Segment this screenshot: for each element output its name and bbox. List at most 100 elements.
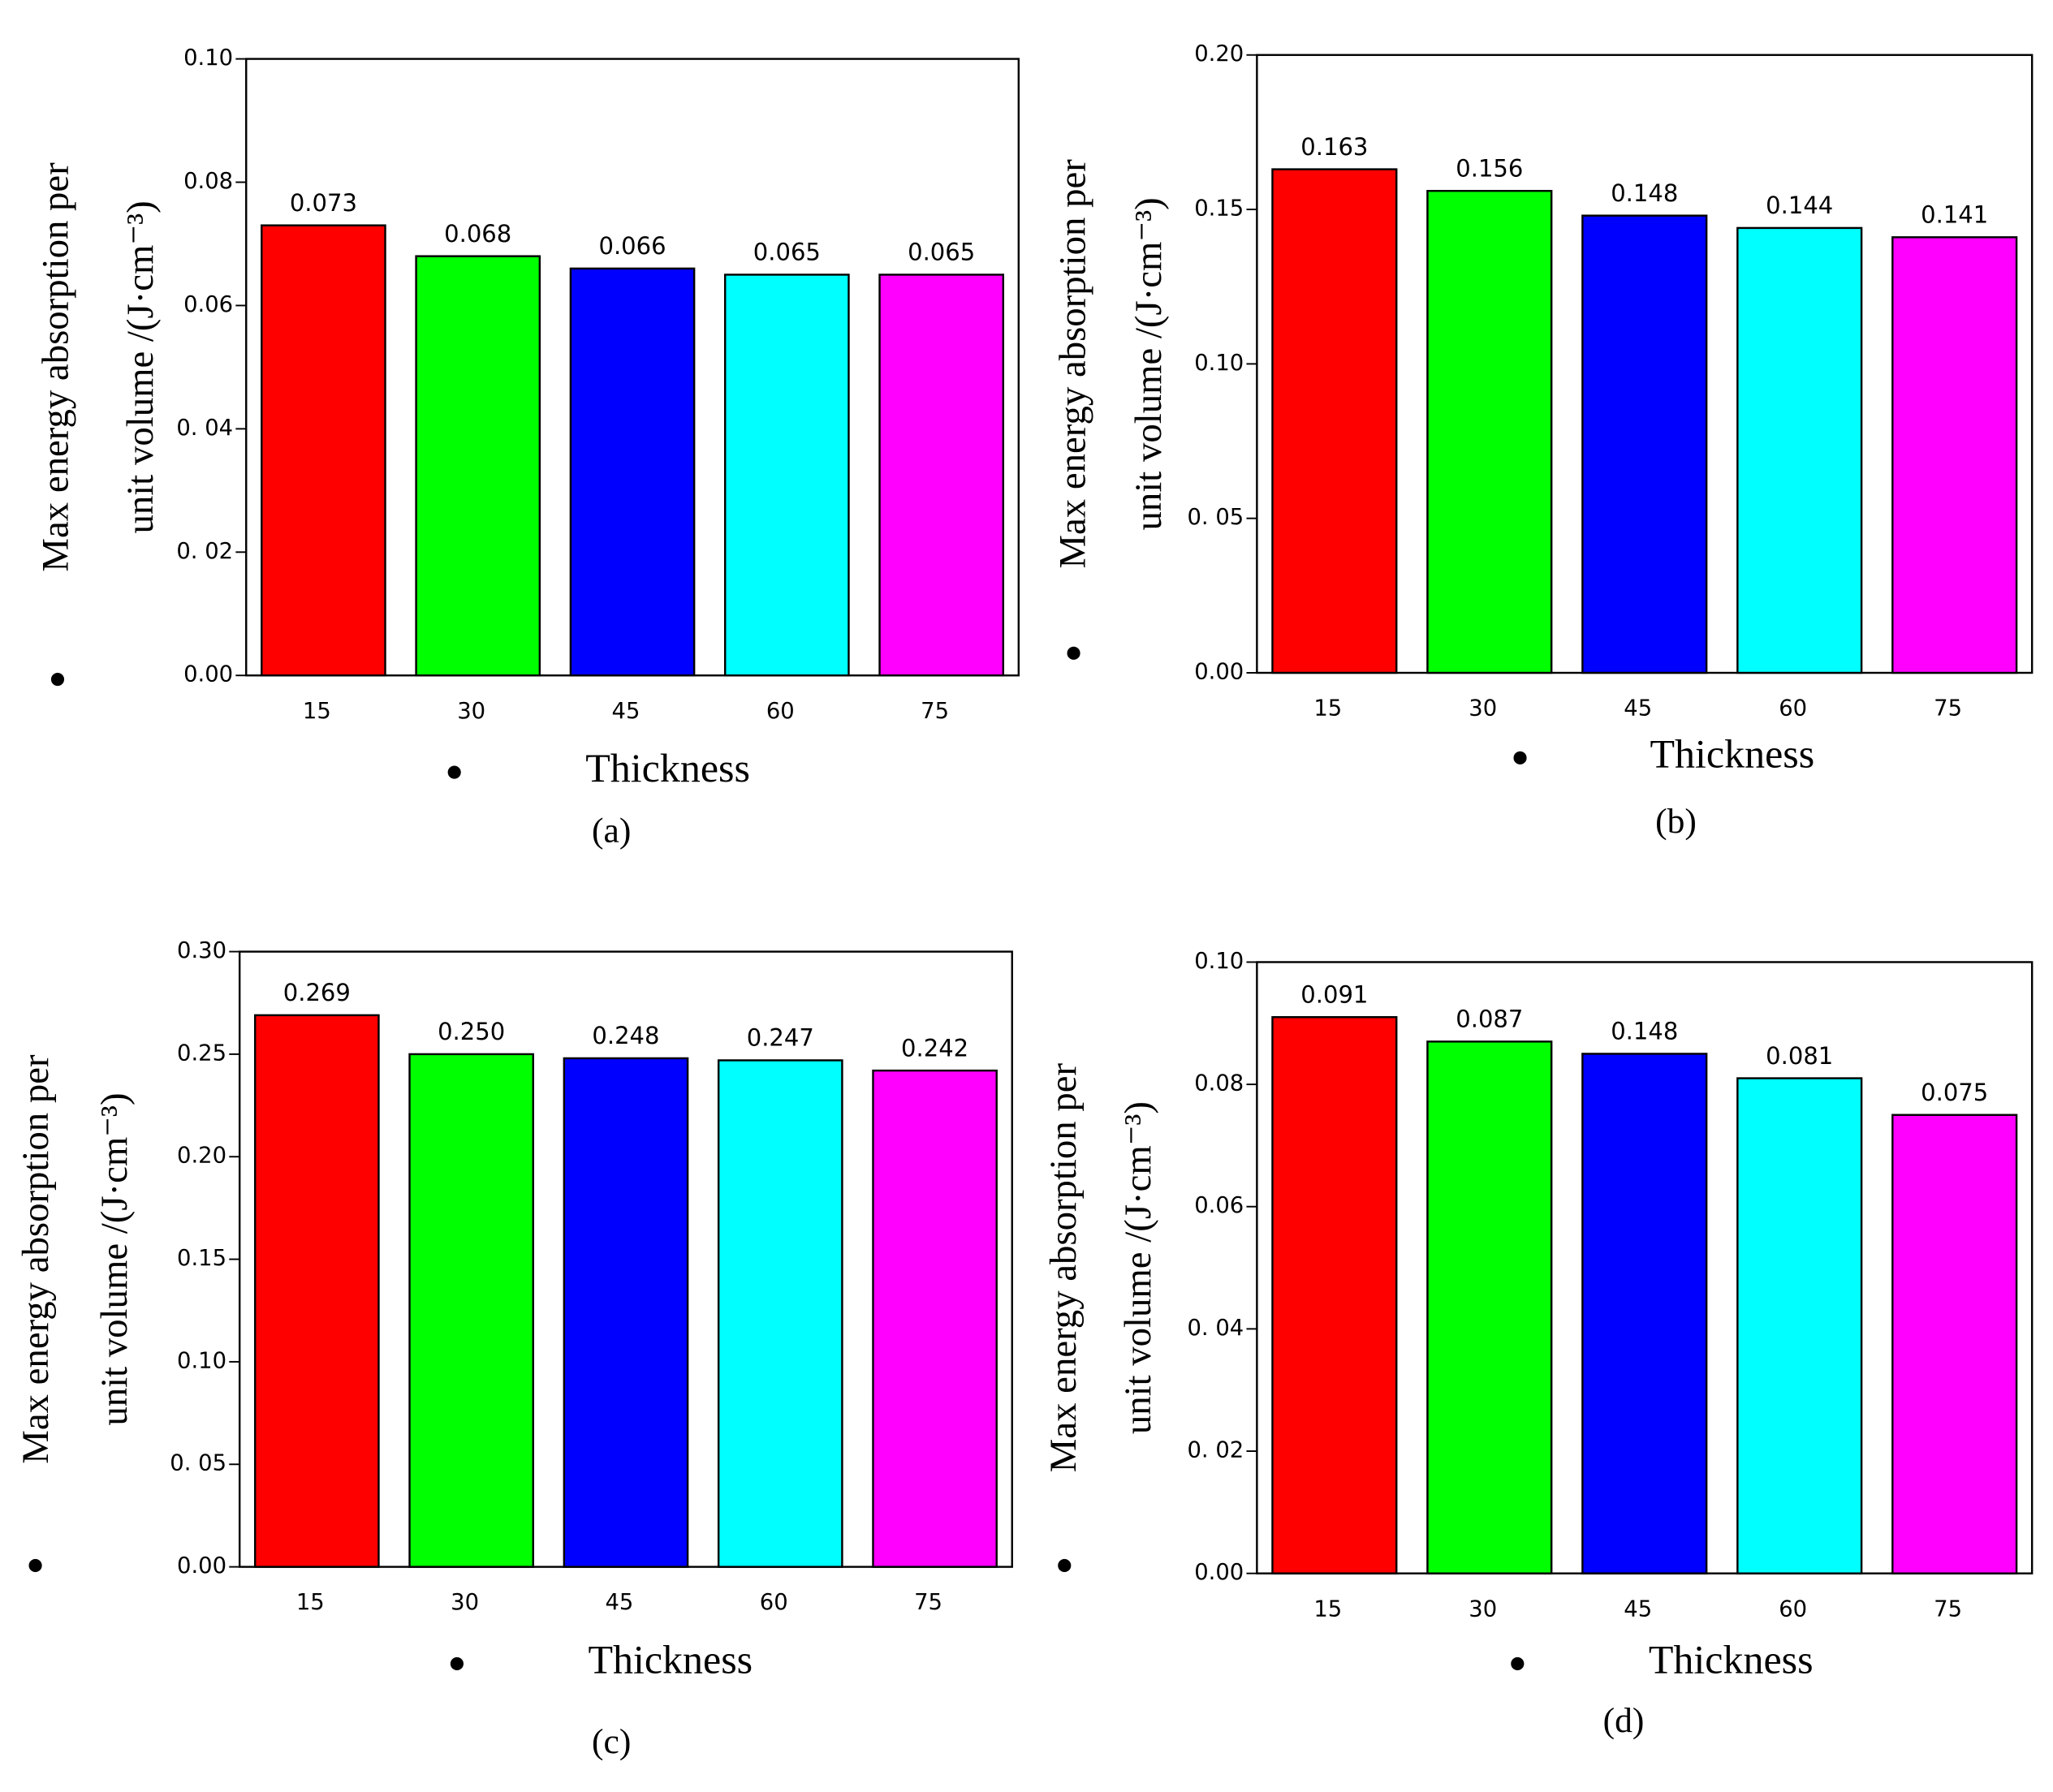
panel-label: (b) (1655, 802, 1697, 841)
y-tick-label: 0.15 (177, 1246, 226, 1271)
bar (724, 274, 850, 677)
bar (569, 267, 696, 677)
bullet (1511, 1656, 1525, 1671)
bar (408, 1053, 534, 1568)
value-label: 0.065 (908, 239, 975, 266)
y-tick-label: 0.08 (1194, 1071, 1244, 1096)
value-label: 0.141 (1921, 201, 1988, 229)
y-tick-label: 0.06 (183, 292, 233, 317)
x-tick-label: 60 (1779, 696, 1807, 722)
y-tick-label: 0.10 (177, 1348, 226, 1373)
y-axis-label: unit volume /(J·cm⁻³) (1128, 197, 1170, 530)
bar (1271, 168, 1398, 674)
y-tick-label: 0.10 (183, 45, 233, 71)
x-tick-label: 30 (457, 699, 485, 724)
bar (1581, 1053, 1708, 1574)
x-axis-label: Thickness (588, 1636, 753, 1682)
bar (415, 255, 541, 677)
x-tick-label: 30 (1469, 696, 1497, 722)
bullet (1058, 1558, 1072, 1573)
bar (878, 274, 1005, 677)
value-label: 0.081 (1766, 1042, 1833, 1070)
x-tick-label: 15 (303, 699, 331, 724)
value-label: 0.163 (1300, 133, 1368, 161)
bar (1426, 1040, 1553, 1574)
x-tick-label: 75 (1934, 1596, 1962, 1622)
value-label: 0.087 (1456, 1006, 1523, 1033)
bar (1891, 236, 2018, 674)
value-label: 0.073 (290, 189, 357, 217)
x-tick-label: 45 (612, 699, 640, 724)
value-label: 0.248 (592, 1022, 659, 1049)
panel-label: (a) (592, 811, 631, 850)
y-tick-label: 0.00 (177, 1553, 226, 1579)
bullet (1513, 751, 1527, 765)
value-label: 0.068 (444, 220, 511, 248)
y-tick-label: 0.20 (1194, 41, 1244, 67)
x-tick-label: 15 (1313, 696, 1342, 722)
value-label: 0.075 (1921, 1079, 1988, 1106)
bar (1271, 1016, 1398, 1574)
x-tick-label: 75 (914, 1590, 942, 1615)
x-axis-label: Thickness (1650, 730, 1814, 776)
value-label: 0.148 (1611, 1018, 1678, 1045)
y-axis-label: Max energy absorption per (1042, 1062, 1085, 1472)
panel-label: (d) (1603, 1701, 1645, 1740)
y-tick-label: 0. 02 (1187, 1438, 1244, 1463)
x-tick-label: 15 (1313, 1596, 1342, 1622)
value-label: 0.065 (753, 239, 821, 266)
x-axis-label: Thickness (1649, 1636, 1814, 1682)
y-tick-label: 0.15 (1194, 196, 1244, 222)
y-axis-label: unit volume /(J·cm⁻³) (119, 200, 162, 533)
bullet (28, 1558, 42, 1573)
y-axis-label: Max energy absorption per (15, 1054, 57, 1464)
bar (872, 1069, 998, 1568)
y-tick-label: 0.20 (177, 1144, 226, 1169)
value-label: 0.148 (1611, 179, 1678, 207)
value-label: 0.144 (1766, 192, 1833, 219)
y-axis-label: unit volume /(J·cm⁻³) (1117, 1101, 1159, 1434)
x-tick-label: 60 (760, 1590, 788, 1615)
y-tick-label: 0. 04 (1187, 1316, 1244, 1341)
x-tick-label: 60 (766, 699, 795, 724)
bar (1891, 1114, 2018, 1574)
bar (253, 1014, 380, 1568)
value-label: 0.242 (901, 1034, 968, 1062)
bar (261, 224, 386, 677)
value-label: 0.091 (1300, 980, 1368, 1008)
value-label: 0.066 (598, 232, 666, 260)
x-tick-label: 45 (605, 1590, 633, 1615)
y-tick-label: 0.00 (1194, 1560, 1244, 1585)
y-tick-label: 0.08 (183, 169, 233, 194)
y-tick-label: 0.06 (1194, 1193, 1244, 1218)
y-tick-label: 0.30 (177, 938, 226, 963)
x-tick-label: 75 (921, 699, 949, 724)
value-label: 0.247 (747, 1024, 814, 1052)
y-tick-label: 0.00 (1194, 660, 1244, 685)
x-tick-label: 60 (1779, 1596, 1807, 1622)
bar (1581, 214, 1708, 674)
x-tick-label: 45 (1624, 696, 1652, 722)
y-axis-label: Max energy absorption per (1052, 159, 1094, 569)
bullet (1067, 646, 1080, 660)
y-tick-label: 0.10 (1194, 351, 1244, 376)
x-axis-label: Thickness (585, 745, 750, 790)
y-tick-label: 0.25 (177, 1040, 226, 1066)
x-tick-label: 45 (1624, 1596, 1652, 1622)
bullet (50, 673, 65, 687)
x-tick-label: 15 (296, 1590, 325, 1615)
bar (1426, 190, 1553, 674)
value-label: 0.156 (1456, 154, 1523, 182)
bar (1736, 1077, 1863, 1574)
y-axis-label: Max energy absorption per (34, 162, 76, 572)
y-tick-label: 0. 05 (1187, 505, 1244, 530)
bar (717, 1059, 843, 1568)
x-tick-label: 30 (451, 1590, 479, 1615)
y-axis-label: unit volume /(J·cm⁻³) (93, 1092, 136, 1425)
bullet (450, 1656, 464, 1671)
bar (1736, 226, 1863, 674)
bullet (447, 765, 461, 779)
y-tick-label: 0.00 (183, 662, 233, 687)
x-tick-label: 30 (1469, 1596, 1497, 1622)
